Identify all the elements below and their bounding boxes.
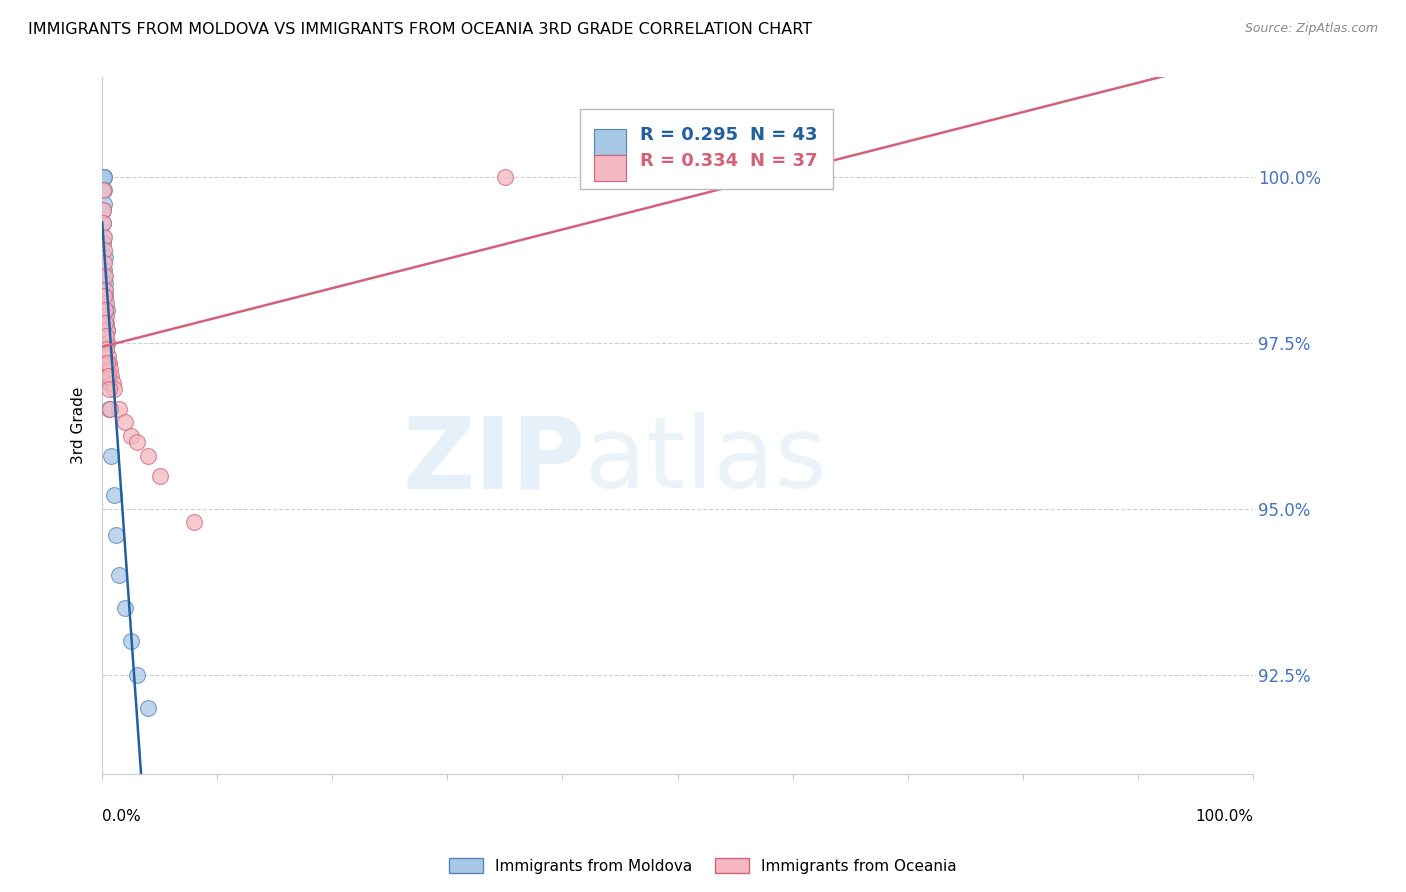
- Point: [125, 435, 148, 450]
- Legend: Immigrants from Moldova, Immigrants from Oceania: Immigrants from Moldova, Immigrants from…: [443, 852, 963, 880]
- Point: [93, 263, 115, 277]
- Point: [94, 296, 117, 310]
- Point: [91, 169, 114, 184]
- Point: [100, 369, 122, 384]
- Point: [97, 349, 120, 363]
- Point: [100, 449, 122, 463]
- Point: [136, 449, 159, 463]
- Bar: [593, 155, 626, 181]
- Point: [91, 169, 114, 184]
- Point: [91, 169, 114, 184]
- Point: [93, 169, 115, 184]
- Point: [94, 316, 117, 330]
- Point: [91, 203, 114, 218]
- Point: [91, 169, 114, 184]
- Point: [96, 335, 118, 350]
- Point: [97, 356, 120, 370]
- Point: [91, 169, 114, 184]
- Point: [101, 376, 124, 390]
- Point: [91, 183, 114, 197]
- Point: [98, 382, 121, 396]
- Point: [93, 256, 115, 270]
- Point: [108, 568, 131, 582]
- Point: [96, 335, 118, 350]
- Point: [96, 316, 118, 330]
- Point: [93, 169, 115, 184]
- Point: [96, 302, 118, 317]
- Text: 0.0%: 0.0%: [103, 809, 141, 824]
- Point: [91, 216, 114, 230]
- Point: [97, 376, 120, 390]
- Text: 100.0%: 100.0%: [1195, 809, 1253, 824]
- Point: [96, 322, 118, 336]
- Point: [120, 634, 142, 648]
- Point: [93, 289, 115, 303]
- Point: [103, 382, 125, 396]
- FancyBboxPatch shape: [579, 109, 832, 189]
- Point: [494, 169, 516, 184]
- Point: [96, 356, 118, 370]
- Point: [93, 289, 115, 303]
- Text: atlas: atlas: [585, 412, 827, 509]
- Point: [93, 243, 115, 257]
- Point: [93, 269, 115, 284]
- Text: Source: ZipAtlas.com: Source: ZipAtlas.com: [1244, 22, 1378, 36]
- Point: [94, 283, 117, 297]
- Text: N = 43: N = 43: [749, 127, 817, 145]
- Point: [98, 402, 121, 417]
- Point: [125, 667, 148, 681]
- Text: R = 0.334: R = 0.334: [640, 152, 738, 170]
- Point: [136, 700, 159, 714]
- Point: [93, 302, 115, 317]
- Point: [93, 310, 115, 324]
- Point: [93, 169, 115, 184]
- Point: [149, 468, 172, 483]
- Point: [782, 169, 804, 184]
- Point: [93, 169, 115, 184]
- Point: [91, 169, 114, 184]
- Y-axis label: 3rd Grade: 3rd Grade: [72, 387, 86, 465]
- Point: [91, 229, 114, 244]
- Text: N = 37: N = 37: [749, 152, 817, 170]
- Point: [103, 488, 125, 502]
- Text: R = 0.295: R = 0.295: [640, 127, 738, 145]
- Point: [96, 343, 118, 357]
- Point: [93, 169, 115, 184]
- Point: [93, 269, 115, 284]
- Point: [93, 203, 115, 218]
- Point: [93, 296, 115, 310]
- Point: [93, 216, 115, 230]
- Point: [93, 196, 115, 211]
- Point: [98, 402, 121, 417]
- Point: [91, 169, 114, 184]
- Point: [98, 356, 121, 370]
- Bar: [593, 129, 626, 155]
- Point: [609, 169, 631, 184]
- Point: [94, 283, 117, 297]
- Point: [93, 229, 115, 244]
- Point: [98, 362, 121, 376]
- Point: [93, 250, 115, 264]
- Point: [91, 169, 114, 184]
- Text: IMMIGRANTS FROM MOLDOVA VS IMMIGRANTS FROM OCEANIA 3RD GRADE CORRELATION CHART: IMMIGRANTS FROM MOLDOVA VS IMMIGRANTS FR…: [28, 22, 813, 37]
- Point: [91, 169, 114, 184]
- Point: [91, 236, 114, 251]
- Point: [97, 369, 120, 384]
- Point: [183, 515, 205, 529]
- Point: [94, 329, 117, 343]
- Point: [108, 402, 131, 417]
- Point: [93, 183, 115, 197]
- Point: [105, 528, 128, 542]
- Text: ZIP: ZIP: [402, 412, 585, 509]
- Point: [96, 322, 118, 336]
- Point: [120, 428, 142, 442]
- Point: [96, 310, 118, 324]
- Point: [93, 276, 115, 290]
- Point: [114, 601, 136, 615]
- Point: [114, 416, 136, 430]
